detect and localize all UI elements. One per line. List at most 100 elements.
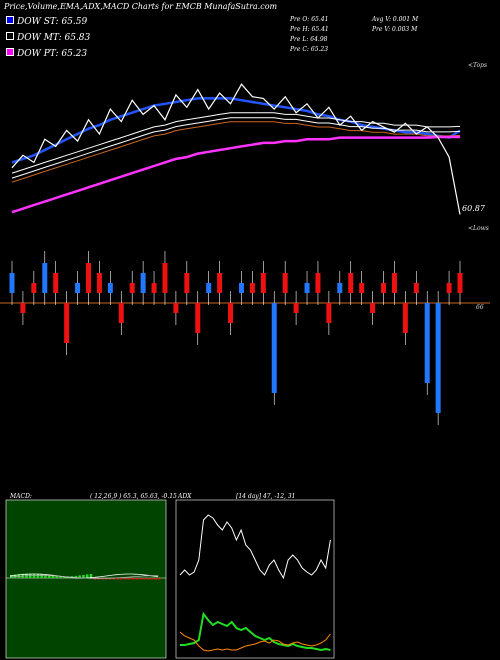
macd-hist-bar	[36, 573, 40, 578]
candle-body	[457, 273, 463, 293]
macd-hist-bar	[120, 578, 123, 580]
macd-hist-bar	[55, 576, 59, 578]
candle-body	[75, 283, 81, 293]
adx-line	[179, 514, 331, 580]
candle-body	[184, 273, 190, 293]
macd-hist-bar	[143, 578, 146, 580]
candle-body	[260, 273, 266, 293]
macd-hist-bar	[108, 578, 112, 580]
adx-header: ADX	[178, 493, 192, 500]
stat-avg-volume: Avg V: 0.001 M	[372, 16, 419, 23]
tops-label: <Tops	[468, 62, 488, 69]
stat-prev-low: Pre L: 64.98	[290, 36, 328, 43]
candle-body	[151, 283, 157, 293]
candle-body	[64, 303, 70, 343]
price-line	[11, 83, 461, 215]
macd-values: ( 12,26,9 ) 65.3, 65.63, -0.15	[90, 493, 177, 500]
candle-body	[282, 273, 288, 293]
legend-label-pt: DOW PT: 65.23	[17, 49, 88, 59]
macd-hist-bar	[86, 574, 89, 578]
stat-prev-volume: Pre V: 0.003 M	[372, 26, 418, 33]
candle-body	[162, 263, 168, 293]
candle-body	[446, 283, 452, 293]
lows-label: <Lows	[468, 225, 489, 232]
candle-body	[359, 283, 365, 293]
ema-band-line	[11, 117, 461, 179]
candle-body	[293, 303, 299, 313]
macd-hist-bar	[48, 575, 51, 578]
candle-body	[217, 273, 223, 293]
legend-dow-mt: DOW MT: 65.83	[6, 32, 96, 44]
adx-plus-di-line	[180, 611, 331, 652]
candle-body	[413, 283, 419, 293]
macd-hist-bar	[131, 578, 135, 580]
macd-hist-bar	[59, 576, 62, 578]
macd-hist-bar	[82, 574, 85, 578]
candle-body	[402, 303, 408, 333]
candle-body	[424, 303, 430, 383]
candle-body	[129, 283, 135, 293]
candle-body	[249, 283, 255, 293]
legend-label-mt: DOW MT: 65.83	[17, 33, 91, 43]
macd-hist-bar	[158, 578, 161, 580]
macd-hist-bar	[135, 578, 138, 580]
candle-body	[435, 303, 441, 413]
legend-swatch-st	[6, 16, 14, 24]
candle-body	[173, 303, 179, 313]
stat-prev-high: Pre H: 65.41	[290, 26, 329, 33]
legend-dow-pt: DOW PT: 65.23	[6, 48, 96, 60]
ema-line-dow-pt	[11, 135, 460, 214]
candle-body	[326, 303, 332, 323]
macd-signal-line	[9, 575, 159, 579]
candle-body	[195, 303, 201, 333]
macd-hist-bar	[139, 578, 142, 580]
macd-hist-bar	[78, 575, 81, 578]
ema-line-dow-mt	[11, 112, 461, 174]
candle-body	[118, 303, 124, 323]
candle-body	[381, 283, 387, 293]
macd-hist-bar	[154, 578, 157, 580]
macd-hist-bar	[127, 578, 131, 580]
legend-label-st: DOW ST: 65.59	[17, 17, 88, 27]
candle-body	[9, 273, 15, 293]
macd-hist-bar	[44, 574, 47, 578]
macd-header: MACD:	[10, 493, 32, 500]
candle-body	[348, 273, 354, 293]
level-label: 66	[476, 304, 484, 311]
candle-body	[20, 303, 26, 313]
macd-hist-bar	[63, 576, 66, 578]
candle-body	[53, 273, 59, 293]
stat-prev-close: Pre C: 65.23	[290, 46, 329, 53]
macd-hist-bar	[89, 574, 93, 578]
macd-hist-bar	[51, 575, 55, 578]
stat-prev-open: Pre O: 65.41	[290, 16, 329, 23]
adx-values: [14 day] 47, -12, 31	[236, 493, 296, 500]
candle-body	[337, 283, 343, 293]
macd-hist-bar	[112, 578, 116, 580]
legend-dow-st: DOW ST: 65.59	[6, 16, 96, 28]
macd-hist-bar	[116, 578, 119, 580]
candle-body	[31, 283, 37, 293]
candle-body	[96, 273, 102, 293]
ema-band-line-lower	[11, 121, 461, 183]
candle-body	[228, 303, 234, 323]
price-chart	[0, 83, 490, 425]
candle-body	[304, 283, 310, 293]
macd-hist-bar	[146, 578, 150, 580]
last-price-label: 60.87	[462, 204, 485, 213]
adx-minus-di-line	[179, 631, 331, 652]
macd-hist-bar	[124, 578, 127, 580]
candle-body	[391, 273, 397, 293]
legend-swatch-pt	[6, 48, 14, 56]
candle-body	[42, 263, 48, 293]
candle-body	[370, 303, 376, 313]
candle-body	[206, 283, 212, 293]
candle-body	[238, 283, 244, 293]
candle-body	[85, 263, 91, 293]
chart-title: Price,Volume,EMA,ADX,MACD Charts for EMC…	[4, 2, 278, 11]
macd-hist-bar	[74, 575, 78, 578]
macd-hist-bar	[150, 578, 154, 580]
macd-hist-bar	[10, 575, 13, 578]
